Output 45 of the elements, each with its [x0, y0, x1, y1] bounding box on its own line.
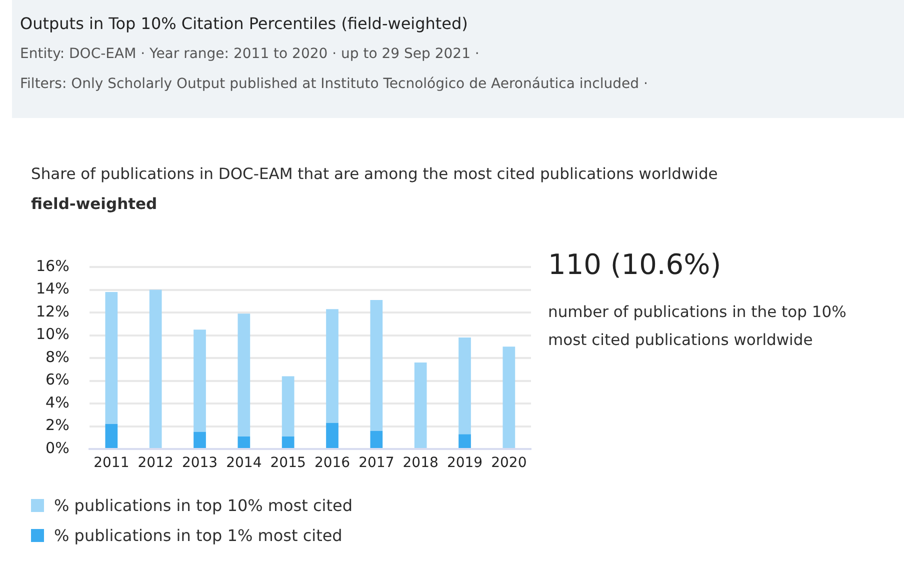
- text: number of publications in the top 10% most cited publications worldwide: [548, 302, 848, 351]
- bar: [238, 436, 250, 448]
- x-tick-label: 2017: [358, 455, 394, 472]
- x-tick-label: 2020: [491, 455, 527, 472]
- y-tick-label: 6%: [46, 370, 70, 389]
- x-tick-label: 2013: [182, 455, 218, 472]
- text: 110 (10.6%): [548, 248, 722, 281]
- bar: [105, 292, 118, 424]
- bar: [458, 434, 471, 448]
- chart-subtitle: Share of publications in DOC-EAM that are among the most cited publications worldwide: [31, 165, 718, 183]
- bar: [282, 436, 294, 448]
- bar: [105, 424, 118, 448]
- text: Filters: Only Scholarly Output published at Instituto Tecnológico de Aeronáutica included ·: [20, 76, 648, 92]
- y-tick-label: 0%: [46, 438, 70, 457]
- y-tick-label: 12%: [36, 302, 70, 320]
- y-tick-label: 14%: [36, 280, 70, 298]
- text: Entity: DOC-EAM · Year range: 2011 to 2020 · up to 29 Sep 2021 ·: [20, 46, 480, 62]
- y-tick-label: 10%: [36, 325, 70, 344]
- bar: [414, 362, 427, 448]
- x-tick-label: 2018: [402, 455, 438, 472]
- bar: [282, 376, 294, 436]
- x-tick-label: 2016: [314, 455, 350, 472]
- bar: [370, 300, 383, 431]
- legend-label: % publications in top 10% most cited: [53, 494, 353, 516]
- x-tick-label: 2011: [94, 455, 130, 472]
- bar: [149, 290, 162, 448]
- y-tick-label: 16%: [36, 256, 70, 275]
- bar: [502, 346, 516, 448]
- legend-label: % publications in top 1% most cited: [53, 524, 344, 546]
- bar: [194, 330, 206, 432]
- bar: [194, 432, 206, 448]
- y-tick-label: 2%: [46, 416, 70, 434]
- x-tick-label: 2019: [446, 455, 483, 472]
- bar: [370, 430, 383, 448]
- bar: [238, 314, 250, 436]
- text: field-weighted: [31, 195, 158, 213]
- y-tick-label: 4%: [46, 393, 70, 412]
- bar: [458, 338, 471, 434]
- x-tick-label: 2012: [138, 455, 174, 472]
- chart-title: Outputs in Top 10% Citation Percentiles (field-weighted): [20, 14, 468, 33]
- bar: [326, 422, 338, 448]
- x-tick-label: 2015: [270, 455, 306, 472]
- y-tick-label: 8%: [46, 348, 70, 366]
- bar: [326, 309, 338, 423]
- x-tick-label: 2014: [226, 455, 262, 472]
